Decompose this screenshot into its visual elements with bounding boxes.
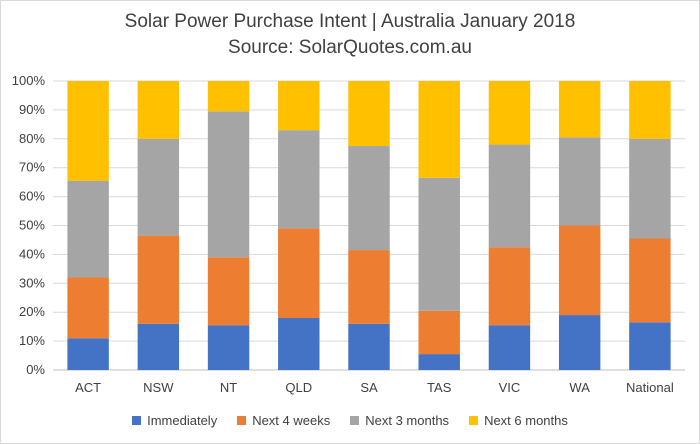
chart-title: Solar Power Purchase Intent | Australia … bbox=[124, 11, 576, 32]
bar-segment bbox=[67, 180, 109, 278]
bar-segment bbox=[488, 144, 531, 248]
legend-swatch bbox=[469, 416, 479, 425]
legend-item: Next 4 weeks bbox=[237, 413, 330, 428]
bar-segment bbox=[629, 138, 671, 239]
bar-segment bbox=[67, 277, 109, 339]
x-tick-label: SA bbox=[360, 380, 378, 395]
bar-segment bbox=[558, 225, 601, 316]
bar-segment bbox=[488, 325, 531, 370]
legend-label: Next 4 weeks bbox=[252, 413, 331, 428]
y-tick-label: 50% bbox=[19, 218, 45, 233]
bar-segment bbox=[278, 130, 320, 229]
bars bbox=[67, 81, 671, 370]
y-tick-label: 20% bbox=[19, 304, 45, 319]
bar-segment bbox=[67, 338, 109, 370]
bar-segment bbox=[629, 81, 671, 139]
legend-item: Next 3 months bbox=[350, 413, 449, 428]
x-tick-label: NT bbox=[220, 380, 237, 395]
bar-segment bbox=[278, 317, 320, 370]
x-axis: ACT NSW NT QLD SA TAS VIC WA National bbox=[75, 380, 674, 395]
legend-item: Next 6 months bbox=[469, 413, 568, 428]
bar-segment bbox=[348, 323, 390, 370]
y-tick-label: 10% bbox=[19, 333, 45, 348]
legend-swatch bbox=[237, 416, 247, 425]
bar-segment bbox=[278, 81, 320, 131]
legend-item: Immediately bbox=[132, 413, 217, 428]
chart-title-block: Solar Power Purchase Intent | Australia … bbox=[1, 9, 699, 61]
bar-segment bbox=[348, 250, 390, 324]
bar-segment bbox=[558, 315, 601, 370]
y-tick-label: 90% bbox=[19, 102, 45, 117]
bar-segment bbox=[137, 235, 180, 324]
bar-segment bbox=[137, 138, 180, 236]
bar-segment bbox=[629, 322, 671, 370]
bar-segment bbox=[137, 323, 180, 370]
x-tick-label: QLD bbox=[285, 380, 312, 395]
bar-segment bbox=[488, 247, 531, 326]
bar-segment bbox=[207, 111, 250, 258]
x-tick-label: VIC bbox=[499, 380, 521, 395]
bar-segment bbox=[418, 354, 460, 370]
y-tick-label: 100% bbox=[12, 73, 46, 88]
y-tick-label: 80% bbox=[19, 131, 45, 146]
bar-segment bbox=[418, 177, 460, 311]
bar-segment bbox=[418, 310, 460, 355]
y-tick-label: 30% bbox=[19, 275, 45, 290]
bar-segment bbox=[629, 238, 671, 323]
bar-segment bbox=[67, 81, 109, 181]
y-tick-label: 40% bbox=[19, 246, 45, 261]
x-tick-label: NSW bbox=[143, 380, 174, 395]
x-tick-label: WA bbox=[569, 380, 590, 395]
y-tick-label: 0% bbox=[26, 362, 45, 377]
y-axis: 0% 10% 20% 30% 40% 50% 60% 70% 80% 90% 100% bbox=[12, 73, 46, 377]
y-tick-label: 70% bbox=[19, 160, 45, 175]
x-tick-label: TAS bbox=[427, 380, 452, 395]
x-tick-label: National bbox=[626, 380, 674, 395]
legend-swatch bbox=[132, 416, 142, 425]
bar-segment bbox=[207, 325, 250, 370]
bar-segment bbox=[558, 81, 601, 138]
x-tick-label: ACT bbox=[75, 380, 101, 395]
bar-segment bbox=[558, 137, 601, 226]
legend-swatch bbox=[350, 416, 360, 425]
legend-label: Next 6 months bbox=[484, 413, 568, 428]
legend: Immediately Next 4 weeks Next 3 months Next… bbox=[1, 413, 699, 428]
legend-label: Immediately bbox=[147, 413, 218, 428]
bar-segment bbox=[348, 81, 390, 147]
bar-segment bbox=[137, 81, 180, 139]
bar-segment bbox=[207, 257, 250, 326]
bar-segment bbox=[207, 81, 250, 112]
bar-segment bbox=[418, 81, 460, 178]
y-tick-label: 60% bbox=[19, 189, 45, 204]
chart-subtitle: Source: SolarQuotes.com.au bbox=[228, 37, 472, 58]
bar-segment bbox=[488, 81, 531, 145]
bar-segment bbox=[278, 228, 320, 318]
legend-label: Next 3 months bbox=[365, 413, 450, 428]
bar-segment bbox=[348, 146, 390, 251]
